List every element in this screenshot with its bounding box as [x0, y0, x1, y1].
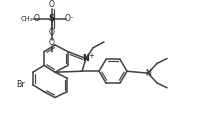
Text: N: N — [145, 69, 151, 78]
Text: O⁻: O⁻ — [65, 14, 75, 23]
Text: S: S — [49, 14, 55, 23]
Text: Br: Br — [17, 80, 25, 89]
Text: O: O — [49, 0, 55, 9]
Text: CH₃: CH₃ — [21, 16, 33, 22]
Text: O: O — [49, 28, 55, 37]
Text: O: O — [49, 38, 55, 47]
Text: N: N — [83, 54, 89, 63]
Text: O: O — [34, 14, 40, 23]
Text: +: + — [88, 53, 94, 59]
